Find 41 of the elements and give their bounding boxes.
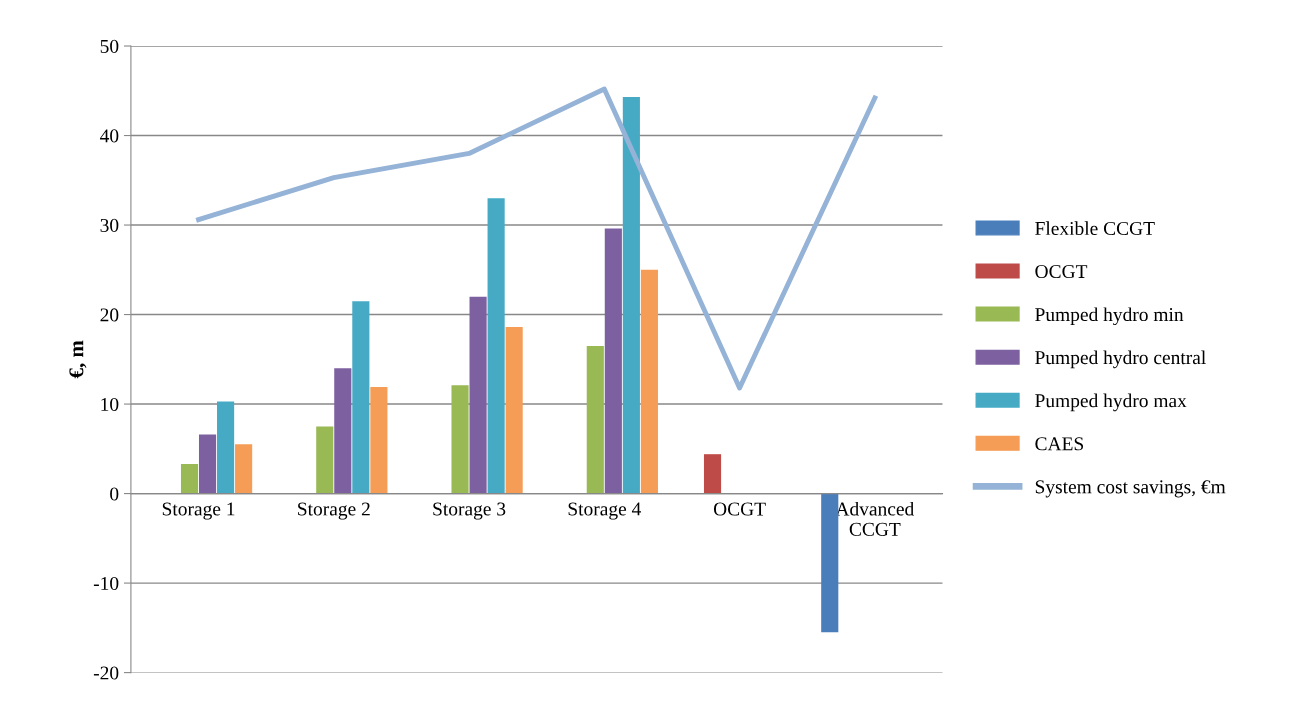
bar	[198, 434, 217, 494]
bar	[469, 296, 487, 494]
x-tick-label: Storage 2	[298, 502, 370, 520]
legend-label: Flexible CCGT	[1035, 221, 1155, 236]
x-tick-label: Storage 3	[433, 502, 506, 520]
bar	[505, 327, 523, 494]
legend-label: System cost savings, €m	[1035, 480, 1226, 498]
y-tick-label: 10	[101, 397, 119, 411]
y-tick-label: 0	[110, 487, 119, 501]
y-axis-title: €, m	[69, 340, 87, 379]
bar	[622, 97, 640, 494]
bar	[821, 493, 839, 633]
legend-label: OCGT	[1035, 265, 1088, 279]
bar	[370, 387, 388, 494]
line-series	[196, 86, 878, 391]
x-tick-label: Advanced CCGT	[835, 501, 915, 536]
legend-label: Pumped hydro min	[1035, 307, 1184, 326]
bar	[316, 426, 334, 494]
x-tick-label: OCGT	[713, 502, 766, 516]
bar	[640, 269, 658, 494]
bar	[235, 444, 253, 494]
bar	[334, 368, 352, 494]
y-tick-label: 40	[100, 129, 119, 143]
x-tick-label: Storage 4	[568, 502, 642, 520]
bar	[586, 345, 604, 494]
y-tick-label: -20	[93, 666, 119, 680]
bar	[487, 198, 505, 494]
y-tick-label: 20	[100, 308, 119, 322]
legend-label: CAES	[1035, 437, 1084, 451]
bar	[703, 454, 722, 494]
legend-label: Pumped hydro max	[1035, 393, 1187, 412]
legend-label: Pumped hydro central	[1035, 350, 1206, 369]
y-tick-label: -10	[93, 576, 119, 591]
y-tick-label: 30	[100, 218, 119, 232]
bar	[451, 385, 469, 494]
bar	[217, 401, 235, 494]
x-tick-label: Storage 1	[162, 502, 235, 520]
bar	[604, 228, 622, 494]
bar	[180, 464, 199, 494]
y-tick-label: 50	[100, 39, 119, 53]
bar	[352, 301, 370, 494]
